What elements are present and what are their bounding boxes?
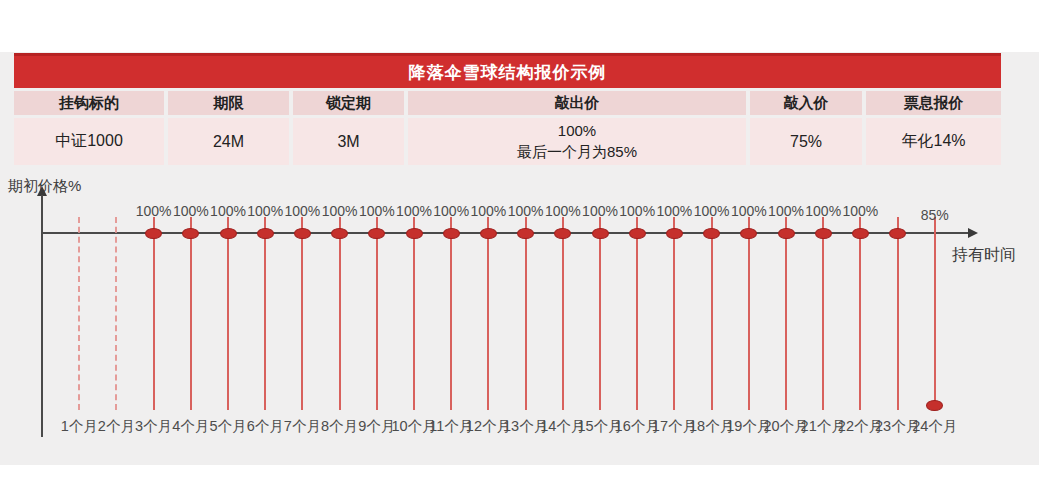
knockout-observation-line — [785, 217, 787, 410]
knockout-dot — [145, 228, 162, 239]
knockout-dot — [703, 228, 720, 239]
knockout-dot — [294, 228, 311, 239]
knockout-dot — [666, 228, 683, 239]
value-knockin: 75% — [750, 118, 862, 165]
knockout-observation-line — [190, 217, 192, 410]
knockout-observation-line — [636, 217, 638, 410]
knockout-observation-line — [748, 217, 750, 410]
knockout-dot — [480, 228, 497, 239]
knockout-observation-line — [934, 217, 936, 410]
value-term: 24M — [168, 118, 289, 165]
knockout-observation-line — [413, 217, 415, 410]
month-label: 24个月 — [911, 417, 959, 436]
knockout-observation-line — [301, 217, 303, 410]
x-axis-label: 持有时间 — [952, 245, 1016, 266]
knockout-observation-line — [525, 217, 527, 410]
content-panel: 降落伞雪球结构报价示例 挂钩标的 期限 锁定期 敲出价 敲入价 票息报价 中证1… — [0, 52, 1039, 465]
knockout-level-label: 100% — [837, 203, 883, 219]
knockout-observation-line — [153, 217, 155, 410]
knockout-dot — [220, 228, 237, 239]
knockout-observation-line — [599, 217, 601, 410]
knockout-level-label: 85% — [912, 207, 958, 223]
knockout-dot — [815, 228, 832, 239]
knockout-dot — [629, 228, 646, 239]
knockout-observation-line — [339, 217, 341, 410]
knockout-dot — [257, 228, 274, 239]
value-lockup: 3M — [293, 118, 404, 165]
knockout-observation-line — [562, 217, 564, 410]
value-knockout-line1: 100% — [558, 121, 596, 141]
knockout-observation-line — [673, 217, 675, 410]
header-underlying: 挂钩标的 — [14, 91, 164, 115]
knockout-observation-line — [376, 217, 378, 410]
knockout-dot — [331, 228, 348, 239]
knockout-observation-line — [897, 217, 899, 410]
table-title: 降落伞雪球结构报价示例 — [14, 53, 1001, 88]
value-underlying: 中证1000 — [14, 118, 164, 165]
header-coupon: 票息报价 — [866, 91, 1001, 115]
header-lockup: 锁定期 — [293, 91, 404, 115]
knockout-dot — [778, 228, 795, 239]
knockout-observation-line — [822, 217, 824, 410]
header-term: 期限 — [168, 91, 289, 115]
knockout-timeline-chart: 期初价格% 持有时间 1个月2个月100%3个月100%4个月100%5个月10… — [0, 175, 1039, 465]
knockout-dot — [406, 228, 423, 239]
knockout-observation-line — [115, 217, 117, 410]
knockout-observation-line — [227, 217, 229, 410]
knockout-observation-line — [711, 217, 713, 410]
value-coupon: 年化14% — [866, 118, 1001, 165]
header-knockout: 敲出价 — [408, 91, 746, 115]
value-knockout-line2: 最后一个月为85% — [517, 142, 637, 162]
knockout-dot — [740, 228, 757, 239]
knockout-observation-line — [859, 217, 861, 410]
x-axis-arrow-icon — [968, 228, 978, 238]
table-data-row: 中证1000 24M 3M 100% 最后一个月为85% 75% 年化14% — [14, 118, 1001, 165]
knockout-dot — [592, 228, 609, 239]
knockout-observation-line — [264, 217, 266, 410]
knockout-dot — [852, 228, 869, 239]
knockout-dot — [443, 228, 460, 239]
knockout-observation-line — [78, 217, 80, 410]
x-axis — [41, 232, 973, 234]
value-knockout: 100% 最后一个月为85% — [408, 118, 746, 165]
knockout-dot — [554, 228, 571, 239]
table-header-row: 挂钩标的 期限 锁定期 敲出价 敲入价 票息报价 — [14, 91, 1001, 115]
knockout-observation-line — [450, 217, 452, 410]
page: 降落伞雪球结构报价示例 挂钩标的 期限 锁定期 敲出价 敲入价 票息报价 中证1… — [0, 0, 1039, 500]
header-knockin: 敲入价 — [750, 91, 862, 115]
knockout-dot — [517, 228, 534, 239]
knockout-dot — [182, 228, 199, 239]
knockout-dot — [368, 228, 385, 239]
knockout-observation-line — [487, 217, 489, 410]
knockout-dot — [926, 400, 943, 411]
knockout-dot — [889, 228, 906, 239]
